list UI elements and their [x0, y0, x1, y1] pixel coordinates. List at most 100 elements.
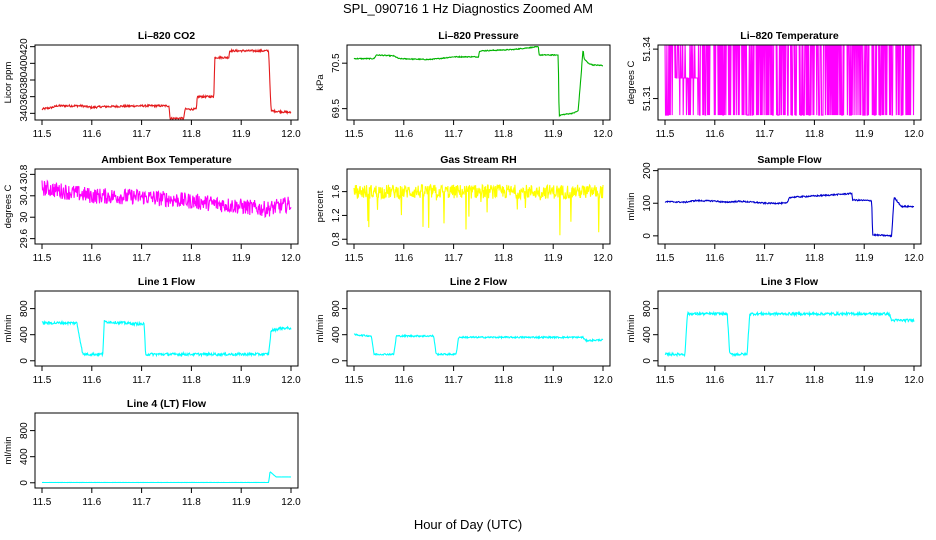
y-tick-label: 800 [331, 300, 342, 317]
series-group [42, 471, 292, 484]
y-tick-label: 70.5 [331, 53, 342, 73]
x-tick-label: 12.0 [904, 253, 924, 264]
x-tick-label: 11.7 [755, 129, 774, 140]
x-tick-label: 11.5 [33, 129, 52, 140]
x-tick-label: 11.5 [656, 129, 675, 140]
y-tick-label: 0 [642, 358, 653, 364]
panel-title: Li–820 Pressure [438, 30, 519, 42]
x-tick-label: 11.6 [394, 253, 413, 264]
x-tick-label: 11.8 [494, 253, 513, 264]
x-tick-label: 11.9 [544, 129, 563, 140]
panel-frame [657, 290, 922, 367]
x-tick-label: 11.5 [33, 253, 52, 264]
x-tick-label: 11.9 [855, 253, 874, 264]
panel-title: Line 2 Flow [450, 276, 508, 288]
x-tick-label: 11.6 [705, 129, 724, 140]
panel-1: Li–820 CO2 11.5 11.6 11.7 11.8 11.9 12.0 340360… [3, 30, 301, 140]
y-tick-label: 0 [642, 233, 653, 239]
y-tick-label: 0 [19, 358, 30, 364]
panel-6: Sample Flow 11.5 11.6 11.7 11.8 11.9 12.0 0 100 2… [626, 154, 924, 264]
panel-7: Line 1 Flow 11.5 11.6 11.7 11.8 11.9 12.0 0 400 8… [3, 276, 301, 386]
series-line [353, 333, 604, 357]
panel-title: Line 1 Flow [138, 276, 196, 288]
y-tick-label: 400 [642, 326, 653, 343]
x-tick-label: 11.6 [394, 375, 413, 386]
y-axis-label: Licor ppm [3, 62, 14, 104]
series-group [41, 48, 292, 120]
panel-frame [34, 290, 299, 367]
series-line [664, 192, 915, 238]
y-tick-label: 51.31 [642, 86, 653, 111]
x-tick-label: 11.5 [33, 497, 52, 508]
x-tick-label: 11.7 [444, 253, 463, 264]
x-tick-label: 11.7 [132, 253, 151, 264]
panel-8: Line 2 Flow 11.5 11.6 11.7 11.8 11.9 12.0 0 400 8… [315, 276, 613, 386]
figure-title: SPL_090716 1 Hz Diagnostics Zoomed AM [342, 1, 594, 16]
panel-frame [34, 44, 299, 121]
x-tick-label: 12.0 [281, 129, 301, 140]
y-tick-label: 800 [642, 300, 653, 317]
panel-10: Line 4 (LT) Flow 11.5 11.6 11.7 11.8 11.9 12.0… [3, 398, 301, 508]
panel-4: Ambient Box Temperature 11.5 11.6 11.7 11.8 1… [3, 154, 301, 264]
x-tick-label: 11.5 [345, 253, 364, 264]
y-tick-label: 30.8 [19, 164, 30, 184]
y-tick-label: 400 [19, 326, 30, 343]
y-tick-label: 30 [19, 211, 30, 223]
y-tick-label: 51.34 [642, 36, 653, 61]
y-axis-label: kPa [315, 74, 326, 91]
series-line [41, 319, 292, 358]
series-group [664, 45, 915, 116]
x-tick-label: 11.5 [345, 375, 364, 386]
x-tick-label: 11.7 [132, 375, 151, 386]
x-tick-label: 11.5 [656, 375, 675, 386]
series-group [353, 45, 603, 118]
figure-xlabel: Hour of Day (UTC) [413, 517, 523, 532]
y-tick-label: 1.6 [331, 184, 342, 198]
series-line [41, 179, 292, 219]
y-tick-label: 800 [19, 300, 30, 317]
y-tick-label: 0.8 [331, 232, 342, 246]
panel-frame [657, 168, 922, 245]
x-tick-label: 11.6 [82, 497, 101, 508]
y-axis-label: ml/min [3, 315, 14, 343]
x-tick-label: 11.9 [232, 375, 251, 386]
x-tick-label: 11.6 [82, 253, 101, 264]
series-line [353, 183, 604, 236]
x-tick-label: 11.9 [855, 129, 874, 140]
panel-title: Sample Flow [757, 154, 822, 166]
x-tick-label: 12.0 [593, 253, 613, 264]
y-tick-label: 30.4 [19, 186, 30, 206]
panel-frame [346, 168, 611, 245]
x-tick-label: 11.9 [544, 253, 563, 264]
y-tick-label: 0 [331, 358, 342, 364]
x-tick-label: 11.9 [232, 129, 251, 140]
x-tick-label: 11.5 [33, 375, 52, 386]
x-tick-label: 11.5 [345, 129, 364, 140]
x-tick-label: 12.0 [904, 375, 924, 386]
x-tick-label: 11.6 [394, 129, 413, 140]
y-tick-label: 400 [19, 55, 30, 72]
y-tick-label: 200 [642, 162, 653, 179]
panel-9: Line 3 Flow 11.5 11.6 11.7 11.8 11.9 12.0 0 400 8… [626, 276, 924, 386]
y-axis-label: percent [315, 190, 326, 222]
panel-5: Gas Stream RH 11.5 11.6 11.7 11.8 11.9 12.0 0.8… [315, 154, 613, 264]
y-tick-label: 0 [19, 480, 30, 486]
series-group [41, 179, 292, 219]
x-tick-label: 11.7 [444, 375, 463, 386]
panel-frame [34, 168, 299, 245]
x-tick-label: 12.0 [904, 129, 924, 140]
x-tick-label: 11.7 [755, 375, 774, 386]
x-tick-label: 11.7 [444, 129, 463, 140]
series-line [664, 310, 915, 358]
y-tick-label: 400 [331, 326, 342, 343]
series-line [664, 45, 915, 116]
x-tick-label: 11.8 [182, 497, 201, 508]
x-tick-label: 11.6 [82, 375, 101, 386]
x-tick-label: 11.8 [494, 375, 513, 386]
x-tick-label: 11.7 [132, 497, 151, 508]
y-tick-label: 29.6 [19, 228, 30, 248]
x-tick-label: 11.8 [494, 129, 513, 140]
panel-title: Li–820 CO2 [138, 30, 195, 42]
